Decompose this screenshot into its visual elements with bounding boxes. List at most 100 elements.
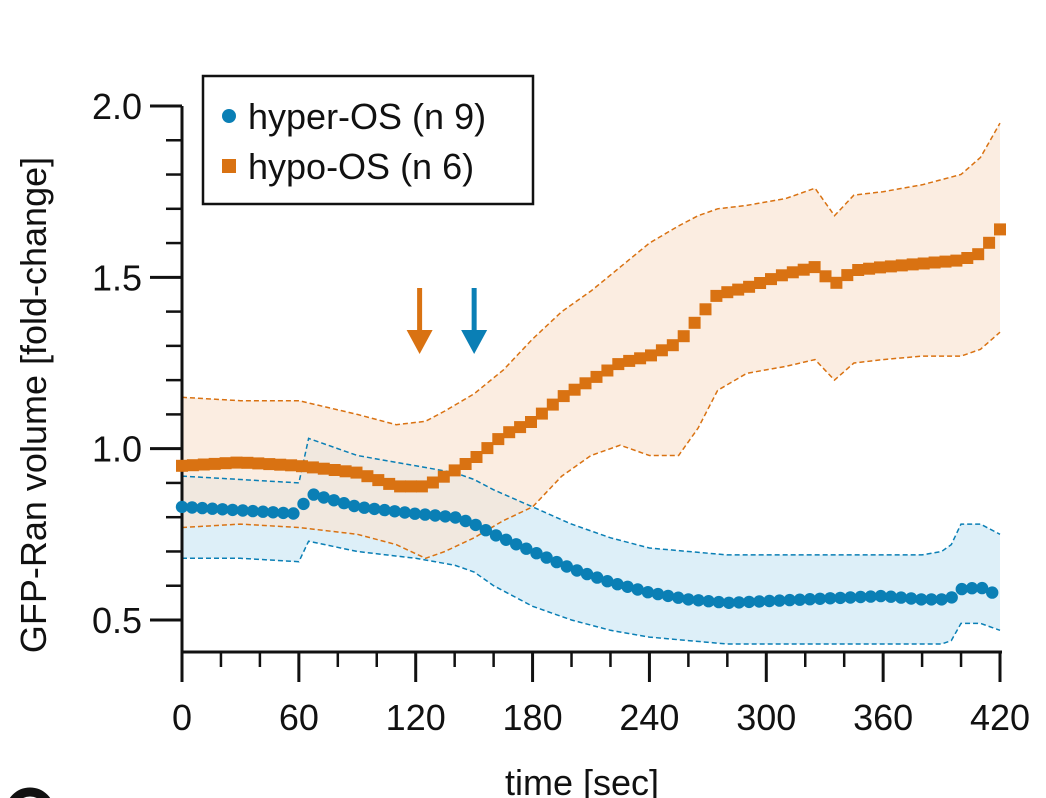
hypo-point <box>394 480 407 493</box>
hyper-point <box>246 504 260 518</box>
hyper-point <box>712 595 725 609</box>
hyper-point <box>388 505 401 518</box>
hyper-point <box>236 504 249 517</box>
hypo-point <box>797 263 810 276</box>
hypo-point <box>568 383 581 396</box>
hyper-point <box>591 571 604 584</box>
hypo-point <box>645 349 657 362</box>
hyper-point <box>418 508 432 521</box>
hypo-point <box>339 465 352 478</box>
hyper-point <box>277 506 290 520</box>
hyper-point <box>358 501 371 514</box>
hypo-point <box>666 339 679 352</box>
hyper-point <box>661 589 675 603</box>
hypo-point <box>296 460 308 473</box>
hypo-point <box>535 407 548 420</box>
hypo-point <box>677 330 690 343</box>
hyper-point <box>287 507 300 520</box>
hypo-point <box>863 262 876 275</box>
hyper-stimulus-arrow <box>461 288 488 354</box>
x-tick-label: 360 <box>853 697 913 738</box>
hyper-point <box>813 592 827 605</box>
hypo-point <box>983 236 996 249</box>
hyper-legend-marker <box>222 109 236 123</box>
hyper-point <box>398 506 411 519</box>
hypo-legend-marker <box>222 159 236 173</box>
hyper-point <box>722 596 736 609</box>
hypo-band-fill <box>182 123 1000 559</box>
hyper-point <box>864 590 877 603</box>
hyper-point <box>307 488 320 501</box>
hyper-point <box>368 502 381 516</box>
series-layer <box>175 223 1006 609</box>
hypo-point <box>874 261 886 274</box>
panel-letter-fragment <box>9 787 51 798</box>
hyper-point <box>206 502 219 515</box>
hypo-point <box>819 270 832 283</box>
hyper-point <box>479 524 492 537</box>
hyper-point <box>348 499 361 513</box>
hyper-point <box>317 491 330 504</box>
hypo-point <box>917 257 930 270</box>
hypo-point <box>732 283 745 296</box>
hyper-point <box>601 575 614 588</box>
hypo-point <box>895 259 908 272</box>
hypo-point <box>590 370 603 383</box>
hypo-point <box>710 289 723 302</box>
legend-box <box>201 74 535 206</box>
hypo-point <box>525 416 537 428</box>
hypo-point <box>492 433 505 446</box>
hypo-band-lower <box>181 331 1001 560</box>
hyper-point <box>773 594 786 607</box>
hyper-point <box>256 505 270 518</box>
hyper-point <box>540 551 553 564</box>
hypo-stimulus-arrow-head <box>406 330 433 354</box>
hyper-point <box>844 591 857 604</box>
hypo-point <box>372 474 385 487</box>
hyper-point <box>216 503 229 516</box>
hypo-point <box>208 457 221 470</box>
hypo-point <box>328 464 341 476</box>
hypo-point <box>994 223 1006 236</box>
hypo-point <box>503 426 516 439</box>
hyper-point <box>429 509 442 522</box>
hypo-point <box>634 352 647 365</box>
axes: 0.5 1.0 1.5 2.0 0 60 120 180 240 300 360 420 <box>92 86 1030 738</box>
hyper-point <box>631 583 644 596</box>
x-tick-label: 60 <box>279 697 319 738</box>
hyper-point <box>732 596 746 609</box>
hyper-point <box>378 503 391 517</box>
hypo-point <box>579 377 592 390</box>
hyper-point <box>570 564 584 577</box>
hyper-point <box>459 514 472 528</box>
hypo-point <box>775 269 788 282</box>
hypo-point <box>274 458 287 471</box>
hyper-point <box>449 511 462 524</box>
hyper-point <box>672 591 685 604</box>
hypo-point <box>197 458 210 471</box>
hyper-point <box>337 497 351 510</box>
hyper-point <box>439 510 452 523</box>
hypo-point <box>906 258 919 271</box>
hyper-point <box>226 503 239 517</box>
y-tick-label: 2.0 <box>92 86 142 127</box>
y-tick-label: 1.5 <box>92 257 142 298</box>
hyper-band-upper <box>181 437 1001 556</box>
hyper-point <box>894 591 908 604</box>
hypo-point <box>219 457 232 470</box>
hyper-point <box>510 538 523 551</box>
hypo-point <box>470 451 483 463</box>
hypo-point <box>176 459 188 472</box>
hyper-stimulus-arrow-head <box>461 330 488 354</box>
hypo-point <box>448 464 461 477</box>
hyper-point <box>935 593 948 606</box>
hyper-point <box>763 594 776 608</box>
hyper-point <box>975 581 989 595</box>
y-tick-label: 0.5 <box>92 600 142 641</box>
hypo-point <box>361 470 374 483</box>
hypo-point <box>350 466 363 479</box>
y-tick-label: 1.0 <box>92 429 142 470</box>
hypo-point <box>852 264 865 276</box>
hypo-point <box>306 461 319 474</box>
x-tick-label: 120 <box>386 697 446 738</box>
